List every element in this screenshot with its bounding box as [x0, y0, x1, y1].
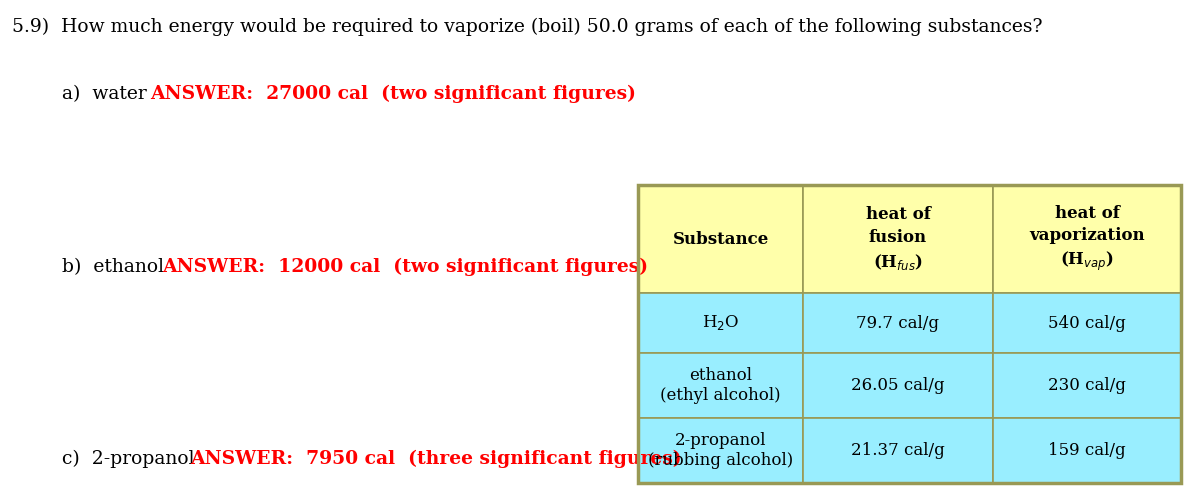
Bar: [994, 418, 1181, 483]
Text: 26.05 cal/g: 26.05 cal/g: [851, 377, 944, 394]
Text: Substance: Substance: [672, 230, 769, 247]
Bar: [638, 353, 803, 418]
Bar: [803, 185, 994, 293]
Text: ANSWER:  7950 cal  (three significant figures): ANSWER: 7950 cal (three significant figu…: [190, 450, 682, 468]
Text: ANSWER:  12000 cal  (two significant figures): ANSWER: 12000 cal (two significant figur…: [162, 258, 648, 276]
Text: 230 cal/g: 230 cal/g: [1048, 377, 1126, 394]
Text: c)  2-propanol: c) 2-propanol: [62, 450, 206, 468]
Text: 540 cal/g: 540 cal/g: [1048, 315, 1126, 332]
Text: H$_2$O: H$_2$O: [702, 314, 739, 333]
Bar: [638, 293, 803, 353]
Text: 21.37 cal/g: 21.37 cal/g: [851, 442, 944, 459]
Bar: [638, 418, 803, 483]
Text: heat of
fusion
(H$_{fus}$): heat of fusion (H$_{fus}$): [865, 206, 930, 272]
Bar: [638, 185, 1181, 483]
Text: ethanol
(ethyl alcohol): ethanol (ethyl alcohol): [660, 367, 781, 404]
Bar: [638, 185, 803, 293]
Text: 2-propanol
(rubbing alcohol): 2-propanol (rubbing alcohol): [648, 431, 793, 469]
Bar: [803, 293, 994, 353]
Bar: [994, 353, 1181, 418]
Text: 159 cal/g: 159 cal/g: [1048, 442, 1126, 459]
Text: b)  ethanol: b) ethanol: [62, 258, 176, 276]
Bar: [994, 293, 1181, 353]
Bar: [803, 418, 994, 483]
Text: 79.7 cal/g: 79.7 cal/g: [857, 315, 940, 332]
Text: 5.9)  How much energy would be required to vaporize (boil) 50.0 grams of each of: 5.9) How much energy would be required t…: [12, 18, 1043, 36]
Text: a)  water: a) water: [62, 85, 158, 103]
Bar: [994, 185, 1181, 293]
Bar: [803, 353, 994, 418]
Text: ANSWER:  27000 cal  (two significant figures): ANSWER: 27000 cal (two significant figur…: [150, 85, 636, 103]
Text: heat of
vaporization
(H$_{vap}$): heat of vaporization (H$_{vap}$): [1030, 205, 1145, 273]
